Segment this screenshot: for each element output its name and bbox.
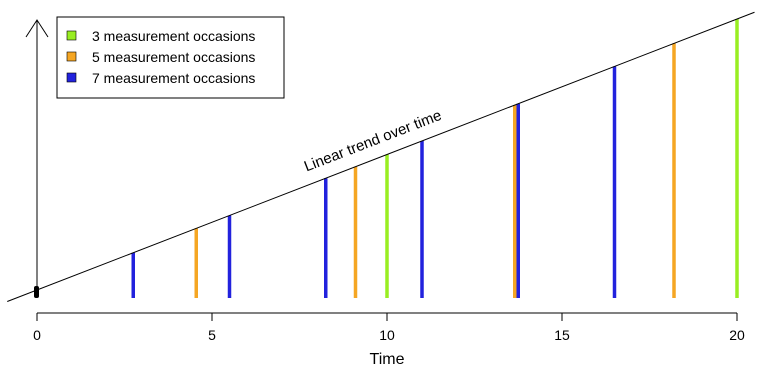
legend-box [56, 16, 285, 99]
x-tick-label-10: 10 [379, 327, 395, 343]
occasion-bars [131, 19, 739, 298]
x-tick-label-20: 20 [729, 327, 745, 343]
legend-label-7-occasions: 7 measurement occasions [92, 70, 255, 86]
plot-area: Linear trend over time [7, 11, 755, 302]
x-tick-label-5: 5 [208, 327, 216, 343]
legend-label-3-occasions: 3 measurement occasions [92, 28, 255, 44]
legend-swatch-7-occasions [66, 72, 77, 83]
legend-swatch-5-occasions [66, 51, 77, 62]
y-axis-arrow-head [25, 19, 49, 38]
x-tick-label-0: 0 [33, 327, 41, 343]
x-tick-label-15: 15 [554, 327, 570, 343]
legend: 3 measurement occasions 5 measurement oc… [56, 16, 285, 99]
trend-line [7, 11, 755, 302]
origin-marker [34, 286, 39, 298]
legend-swatch-3-occasions [66, 30, 77, 41]
x-axis-title: Time [370, 351, 405, 368]
x-ticks: 0 5 10 15 20 [33, 313, 745, 343]
x-axis: 0 5 10 15 20 Time [33, 312, 745, 368]
legend-label-5-occasions: 5 measurement occasions [92, 49, 255, 65]
